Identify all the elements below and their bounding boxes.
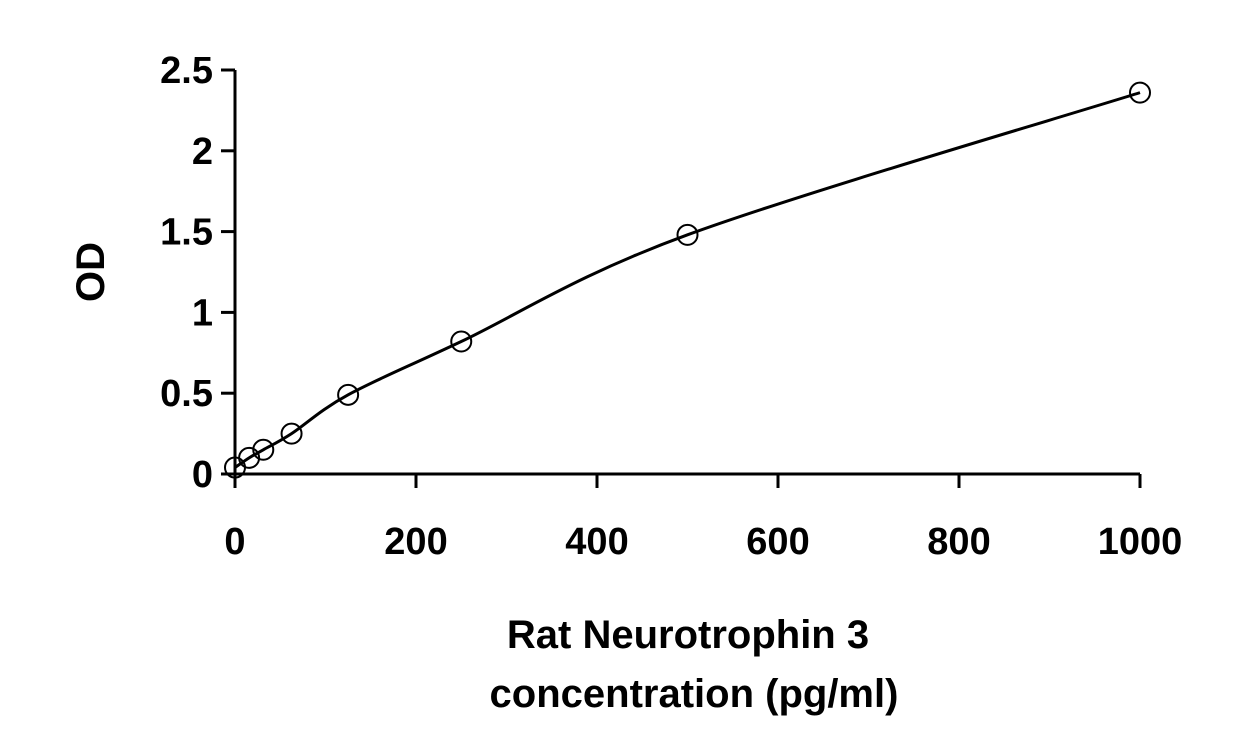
y-tick-label: 1.5 xyxy=(160,212,213,254)
axes-layer: 0 200 400 600 800 1000 0 0.5 1 1.5 2 2.5 xyxy=(160,50,1182,563)
y-tick-label: 1 xyxy=(192,292,213,334)
data-point xyxy=(337,383,360,406)
data-points-layer xyxy=(224,81,1151,479)
data-point xyxy=(676,223,699,246)
labels-layer: OD Rat Neurotrophin 3 concentration (pg/… xyxy=(69,242,898,716)
x-axis-title-line-1: Rat Neurotrophin 3 xyxy=(507,613,869,657)
y-tick-label: 0 xyxy=(192,454,213,496)
x-tick-label: 800 xyxy=(927,521,990,563)
y-tick-label: 2 xyxy=(192,131,213,173)
x-tick-label: 0 xyxy=(224,521,245,563)
y-axis-title: OD xyxy=(69,242,113,302)
y-tick-label: 0.5 xyxy=(160,373,213,415)
x-tick-label: 200 xyxy=(384,521,447,563)
x-tick-label: 400 xyxy=(565,521,628,563)
data-point xyxy=(280,422,303,445)
x-axis-title-line-2: concentration (pg/ml) xyxy=(490,672,899,716)
x-tick-label: 1000 xyxy=(1098,521,1183,563)
data-point xyxy=(1129,81,1151,104)
fit-curve xyxy=(234,91,1141,469)
data-point xyxy=(252,438,275,461)
x-tick-label: 600 xyxy=(746,521,809,563)
fit-curve-layer xyxy=(234,91,1141,469)
data-point xyxy=(450,330,473,353)
y-tick-label: 2.5 xyxy=(160,50,213,92)
